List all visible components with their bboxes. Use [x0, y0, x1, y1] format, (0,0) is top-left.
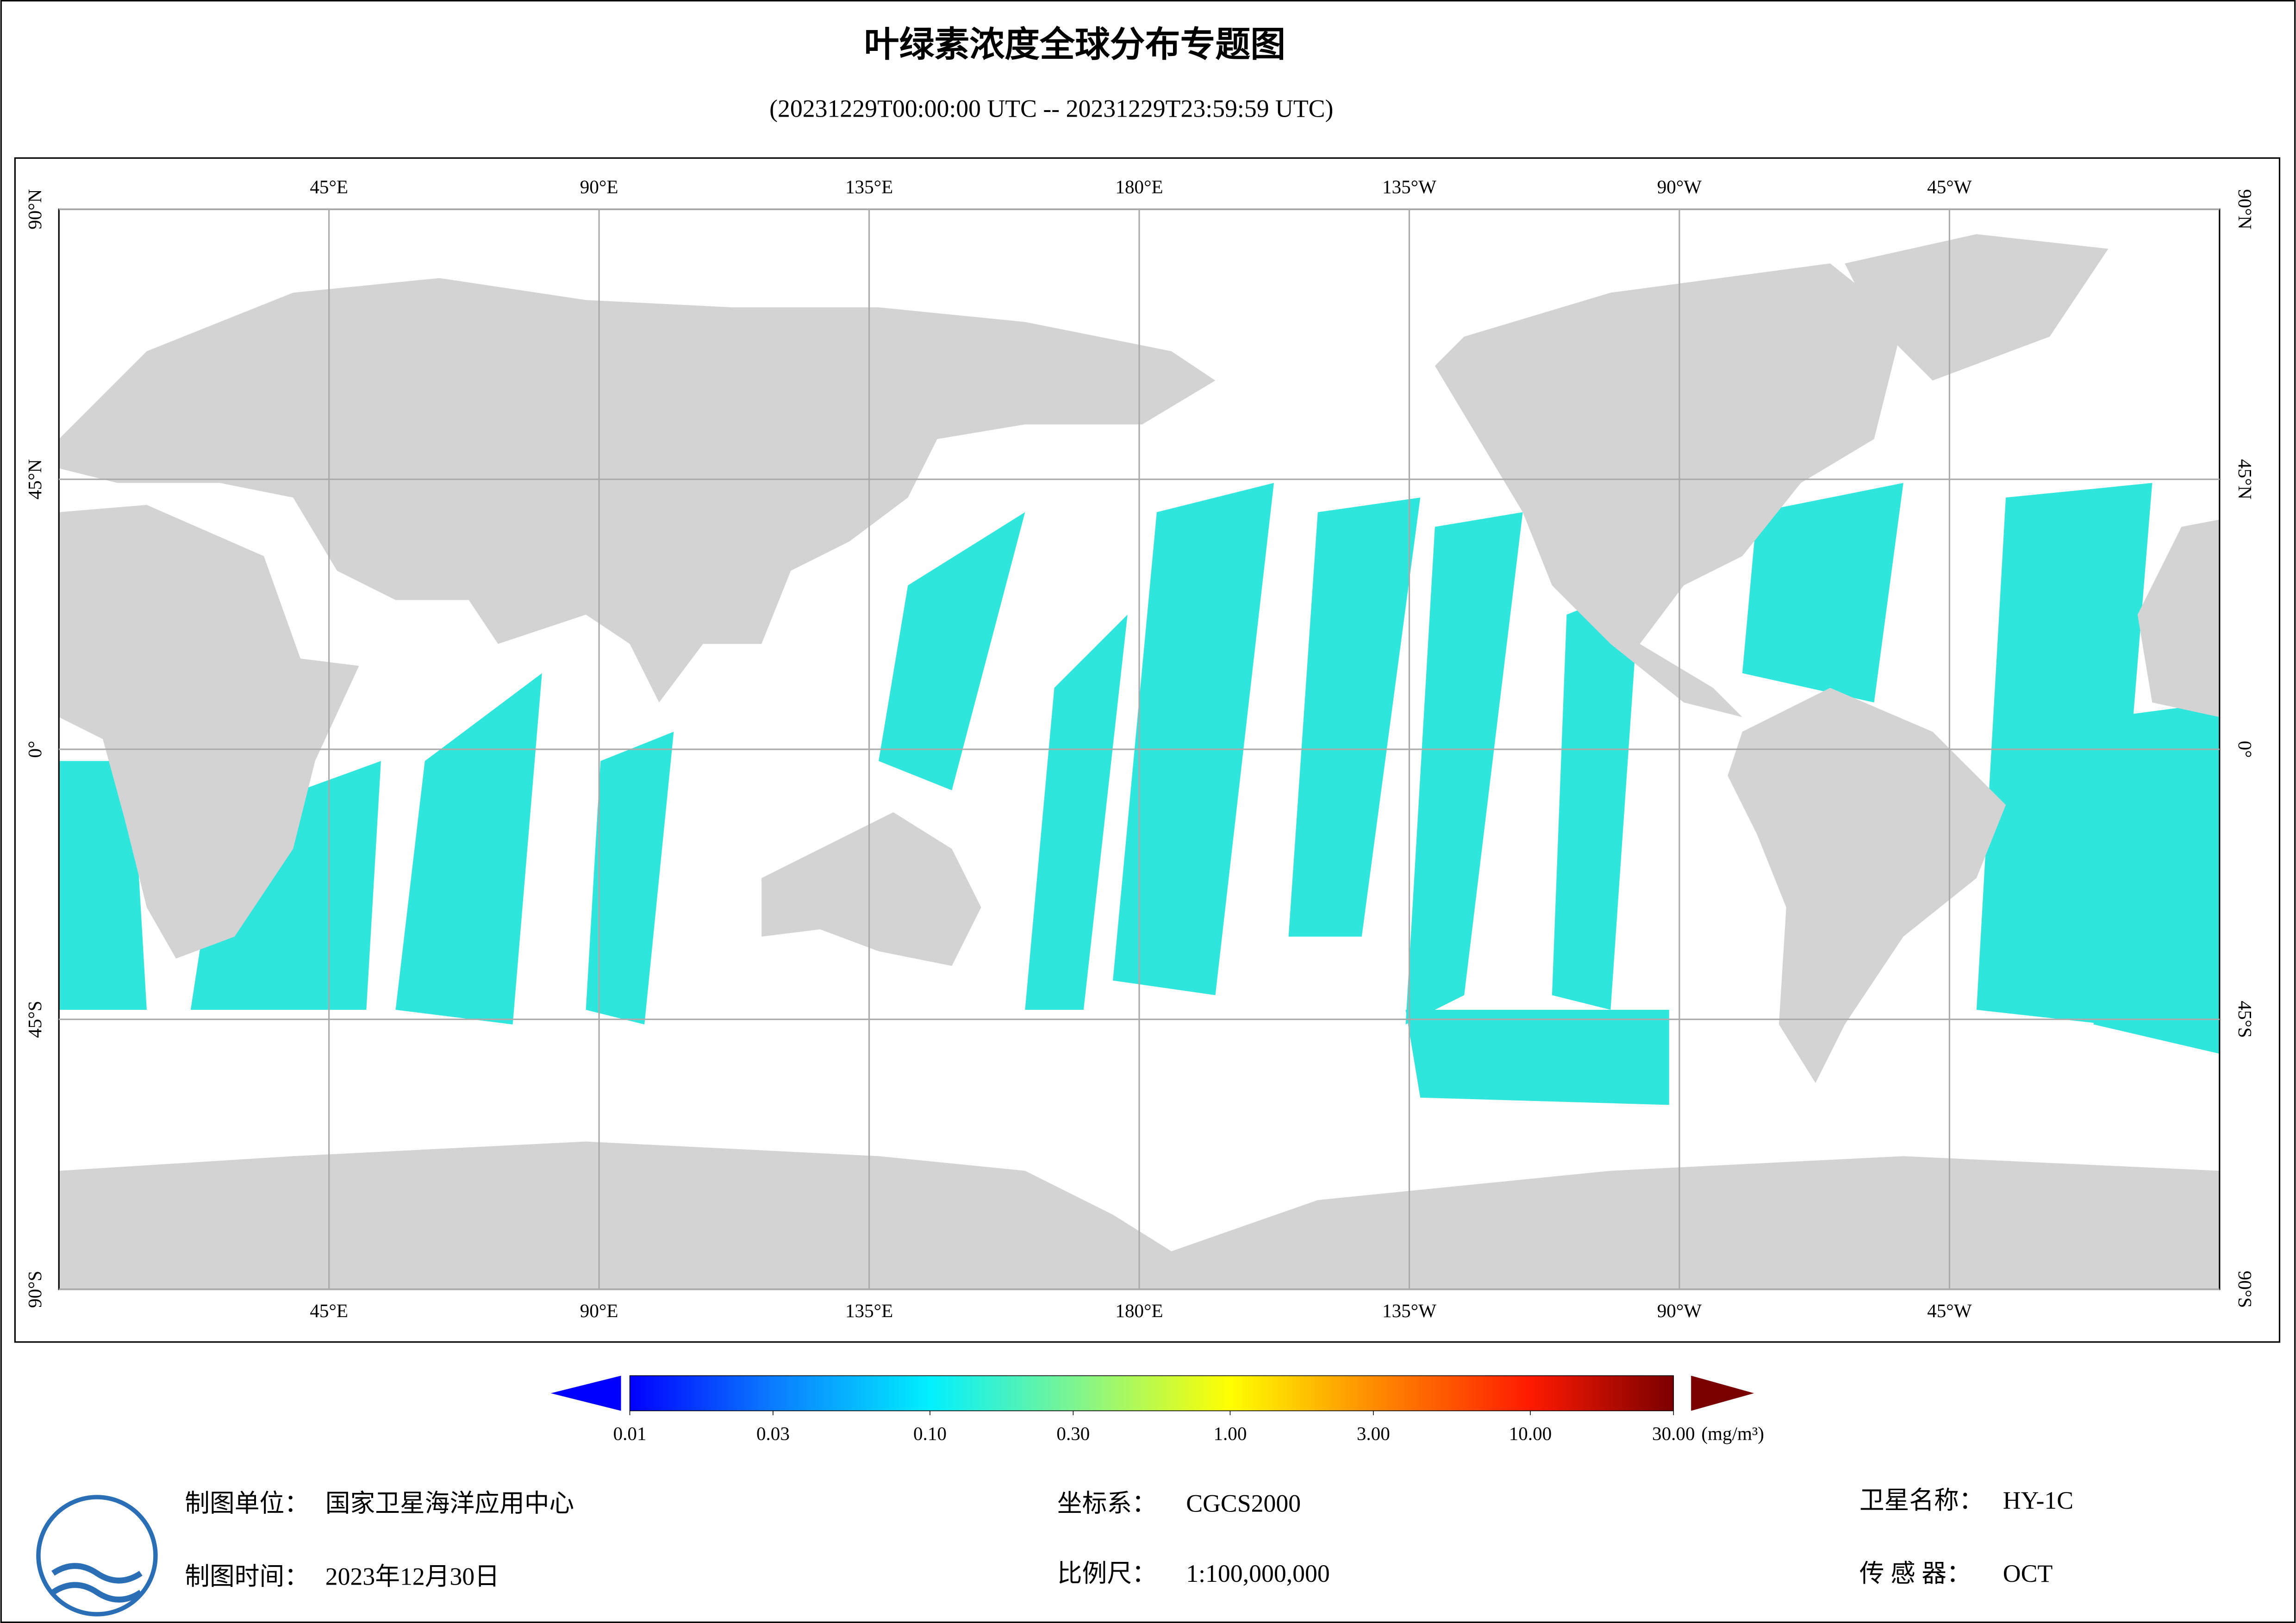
lat-tick-label: 90°N [24, 189, 45, 230]
colorbar-tick-label: 0.03 [756, 1423, 790, 1444]
footer-label: 卫星名称： [1859, 1486, 1984, 1514]
lon-tick-label: 135°W [1382, 1300, 1436, 1321]
footer-value: 国家卫星海洋应用中心 [325, 1489, 574, 1517]
colorbar-tick-label: 0.10 [913, 1423, 947, 1444]
footer-label: 制图时间： [185, 1562, 309, 1590]
africa-west [2137, 519, 2220, 717]
south-america [1728, 688, 2006, 1083]
lon-tick-label: 135°E [845, 1300, 893, 1321]
footer-value: OCT [2003, 1560, 2053, 1587]
swath [1405, 1009, 1669, 1105]
colorbar-tick-label: 0.01 [613, 1423, 647, 1444]
colorbar-tick-label: 0.30 [1056, 1423, 1090, 1444]
colorbar-over [1691, 1375, 1754, 1411]
subtitle: (20231229T00:00:00 UTC -- 20231229T23:59… [769, 95, 1333, 123]
colorbar-unit: (mg/m³) [1701, 1423, 1764, 1445]
swath [879, 512, 1025, 790]
swath [59, 761, 147, 1010]
footer-label: 坐标系： [1057, 1489, 1157, 1517]
lat-tick-label: 45°S [24, 1001, 45, 1038]
swath [1742, 483, 1903, 703]
lon-tick-label: 45°W [1927, 176, 1972, 197]
lon-tick-label: 45°W [1927, 1300, 1972, 1321]
colorbar-under [550, 1375, 621, 1411]
logo-wave [51, 1582, 143, 1603]
lon-tick-label: 90°E [580, 176, 618, 197]
lat-tick-label: 0° [2234, 741, 2256, 758]
lat-tick-label: 90°S [2234, 1271, 2256, 1308]
footer-value: 2023年12月30日 [325, 1562, 499, 1590]
lon-tick-label: 90°W [1657, 1300, 1702, 1321]
lon-tick-label: 45°E [310, 176, 348, 197]
lat-tick-label: 45°N [24, 459, 45, 499]
swath [1025, 615, 1128, 1010]
logo-wave [51, 1563, 143, 1584]
lat-tick-label: 45°S [2234, 1001, 2256, 1038]
lon-tick-label: 90°W [1657, 176, 1702, 197]
colorbar-tick-label: 10.00 [1509, 1423, 1552, 1444]
lon-tick-label: 180°E [1115, 1300, 1163, 1321]
swath [1552, 585, 1640, 1010]
footer-label: 制图单位： [185, 1489, 309, 1517]
footer-label: 传 感 器： [1859, 1560, 1972, 1587]
colorbar-tick-label: 1.00 [1213, 1423, 1247, 1444]
footer-value: CGCS2000 [1186, 1489, 1301, 1517]
africa [59, 504, 359, 959]
swath [1113, 483, 1274, 995]
lon-tick-label: 45°E [310, 1300, 348, 1321]
logo [36, 1495, 158, 1617]
lon-tick-label: 135°W [1382, 176, 1436, 197]
footer-value: 1:100,000,000 [1186, 1560, 1330, 1587]
map-frame [14, 157, 2281, 1343]
swath [1288, 497, 1421, 937]
colorbar [629, 1375, 1674, 1412]
footer-value: HY-1C [2003, 1486, 2073, 1514]
lon-tick-label: 135°E [845, 176, 893, 197]
lat-tick-label: 90°S [24, 1271, 45, 1308]
lat-tick-label: 0° [24, 741, 45, 758]
swath [2093, 702, 2220, 1054]
title: 叶绿素浓度全球分布专题图 [864, 25, 1286, 64]
graticule [59, 208, 2220, 1290]
eurasia [59, 278, 1216, 703]
swath [395, 673, 542, 1025]
north-america [1435, 263, 1903, 717]
lat-tick-label: 45°N [2234, 459, 2256, 499]
colorbar-tick-label: 3.00 [1357, 1423, 1390, 1444]
swath [1405, 512, 1523, 1025]
footer-label: 比例尺： [1057, 1560, 1157, 1587]
lon-tick-label: 180°E [1115, 176, 1163, 197]
australia [761, 812, 981, 966]
lon-tick-label: 90°E [580, 1300, 618, 1321]
greenland [1845, 234, 2109, 381]
colorbar-tick-label: 30.00 [1652, 1423, 1695, 1444]
chlorophyll-swaths [59, 483, 2220, 1105]
lat-tick-label: 90°N [2234, 189, 2256, 230]
